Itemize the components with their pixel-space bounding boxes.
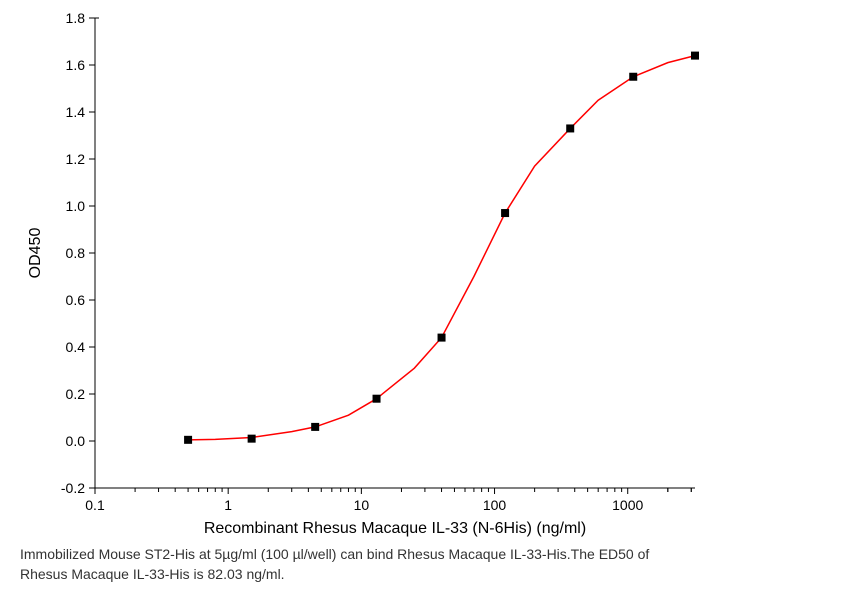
caption-line-2: Rhesus Macaque IL-33-His is 82.03 ng/ml. xyxy=(20,566,285,582)
caption-text: Immobilized Mouse ST2-His at 5µg/ml (100… xyxy=(20,545,649,584)
svg-text:1.2: 1.2 xyxy=(66,151,86,167)
chart-svg: -0.2 0.0 0.2 0.4 0.6 0.8 1.0 1.2 1.4 1.6 1.8 0.1 1 10… xyxy=(0,0,855,540)
svg-text:0.1: 0.1 xyxy=(85,497,105,513)
svg-text:1.4: 1.4 xyxy=(66,104,86,120)
svg-text:1.8: 1.8 xyxy=(66,10,86,26)
svg-text:1: 1 xyxy=(224,497,232,513)
svg-text:0.8: 0.8 xyxy=(66,245,86,261)
svg-text:1.6: 1.6 xyxy=(66,57,86,73)
svg-text:OD450: OD450 xyxy=(27,228,44,279)
caption-line-1: Immobilized Mouse ST2-His at 5µg/ml (100… xyxy=(20,546,649,562)
svg-text:10: 10 xyxy=(354,497,370,513)
svg-text:-0.2: -0.2 xyxy=(61,480,85,496)
svg-text:1.0: 1.0 xyxy=(66,198,86,214)
svg-text:0.4: 0.4 xyxy=(66,339,86,355)
svg-text:1000: 1000 xyxy=(612,497,643,513)
svg-text:0.2: 0.2 xyxy=(66,386,86,402)
svg-text:Recombinant Rhesus Macaque IL-: Recombinant Rhesus Macaque IL-33 (N-6His… xyxy=(204,520,586,537)
svg-text:0.0: 0.0 xyxy=(66,433,86,449)
svg-text:100: 100 xyxy=(483,497,507,513)
chart-container: -0.2 0.0 0.2 0.4 0.6 0.8 1.0 1.2 1.4 1.6 1.8 0.1 1 10… xyxy=(0,0,855,608)
svg-text:0.6: 0.6 xyxy=(66,292,86,308)
